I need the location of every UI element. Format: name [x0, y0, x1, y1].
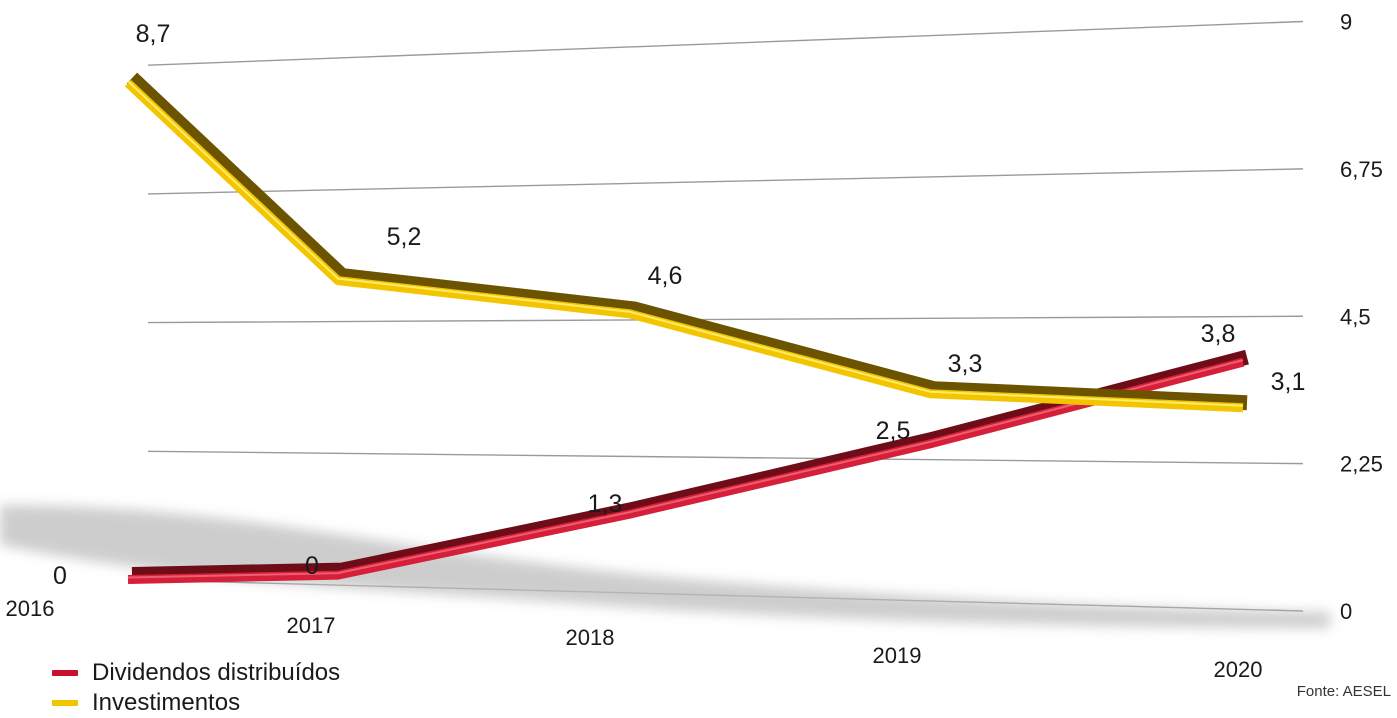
x-tick-label: 2020 [1214, 657, 1263, 682]
x-tick-label: 2016 [6, 596, 55, 621]
data-label: 8,7 [136, 20, 171, 48]
gridline [148, 169, 1303, 194]
x-tick-label: 2018 [566, 625, 615, 650]
data-label: 0 [305, 552, 319, 580]
y-tick-label: 2,25 [1340, 452, 1383, 477]
legend-item-investimentos: Investimentos [52, 688, 340, 718]
y-tick-label: 6,75 [1340, 157, 1383, 182]
series-line [128, 83, 1243, 408]
source-note: Fonte: AESEL [1297, 683, 1391, 700]
y-tick-label: 9 [1340, 10, 1352, 35]
legend-item-dividendos: Dividendos distribuídos [52, 658, 340, 688]
y-tick-label: 0 [1340, 599, 1352, 624]
data-label: 1,3 [588, 490, 623, 518]
data-label: 2,5 [876, 417, 911, 445]
gridline [148, 451, 1303, 463]
gridline [148, 22, 1303, 66]
x-tick-label: 2019 [873, 643, 922, 668]
gridline [148, 316, 1303, 322]
legend-swatch-investimentos [52, 700, 78, 706]
data-label: 0 [53, 562, 67, 590]
data-label: 5,2 [387, 223, 422, 251]
legend-label-dividendos: Dividendos distribuídos [92, 659, 340, 687]
y-tick-label: 4,5 [1340, 304, 1371, 329]
legend-label-investimentos: Investimentos [92, 689, 240, 717]
data-label: 3,8 [1201, 320, 1236, 348]
legend-swatch-dividendos [52, 670, 78, 676]
data-label: 3,1 [1271, 368, 1306, 396]
data-label: 3,3 [948, 350, 983, 378]
legend: Dividendos distribuídos Investimentos [52, 658, 340, 718]
data-label: 4,6 [648, 262, 683, 290]
x-tick-label: 2017 [287, 613, 336, 638]
